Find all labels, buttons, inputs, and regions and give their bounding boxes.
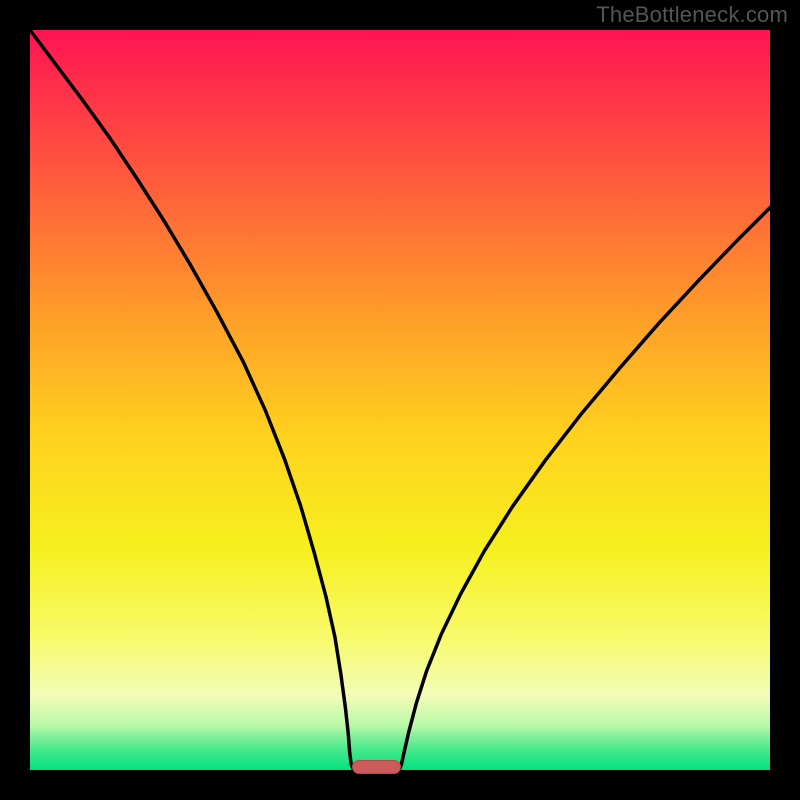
left-curve [30, 30, 353, 770]
canvas: TheBottleneck.com [0, 0, 800, 800]
right-curve [399, 208, 770, 770]
minimum-marker [352, 760, 401, 773]
plot-area [30, 30, 770, 770]
curves-layer [30, 30, 770, 770]
watermark-text: TheBottleneck.com [596, 2, 788, 28]
